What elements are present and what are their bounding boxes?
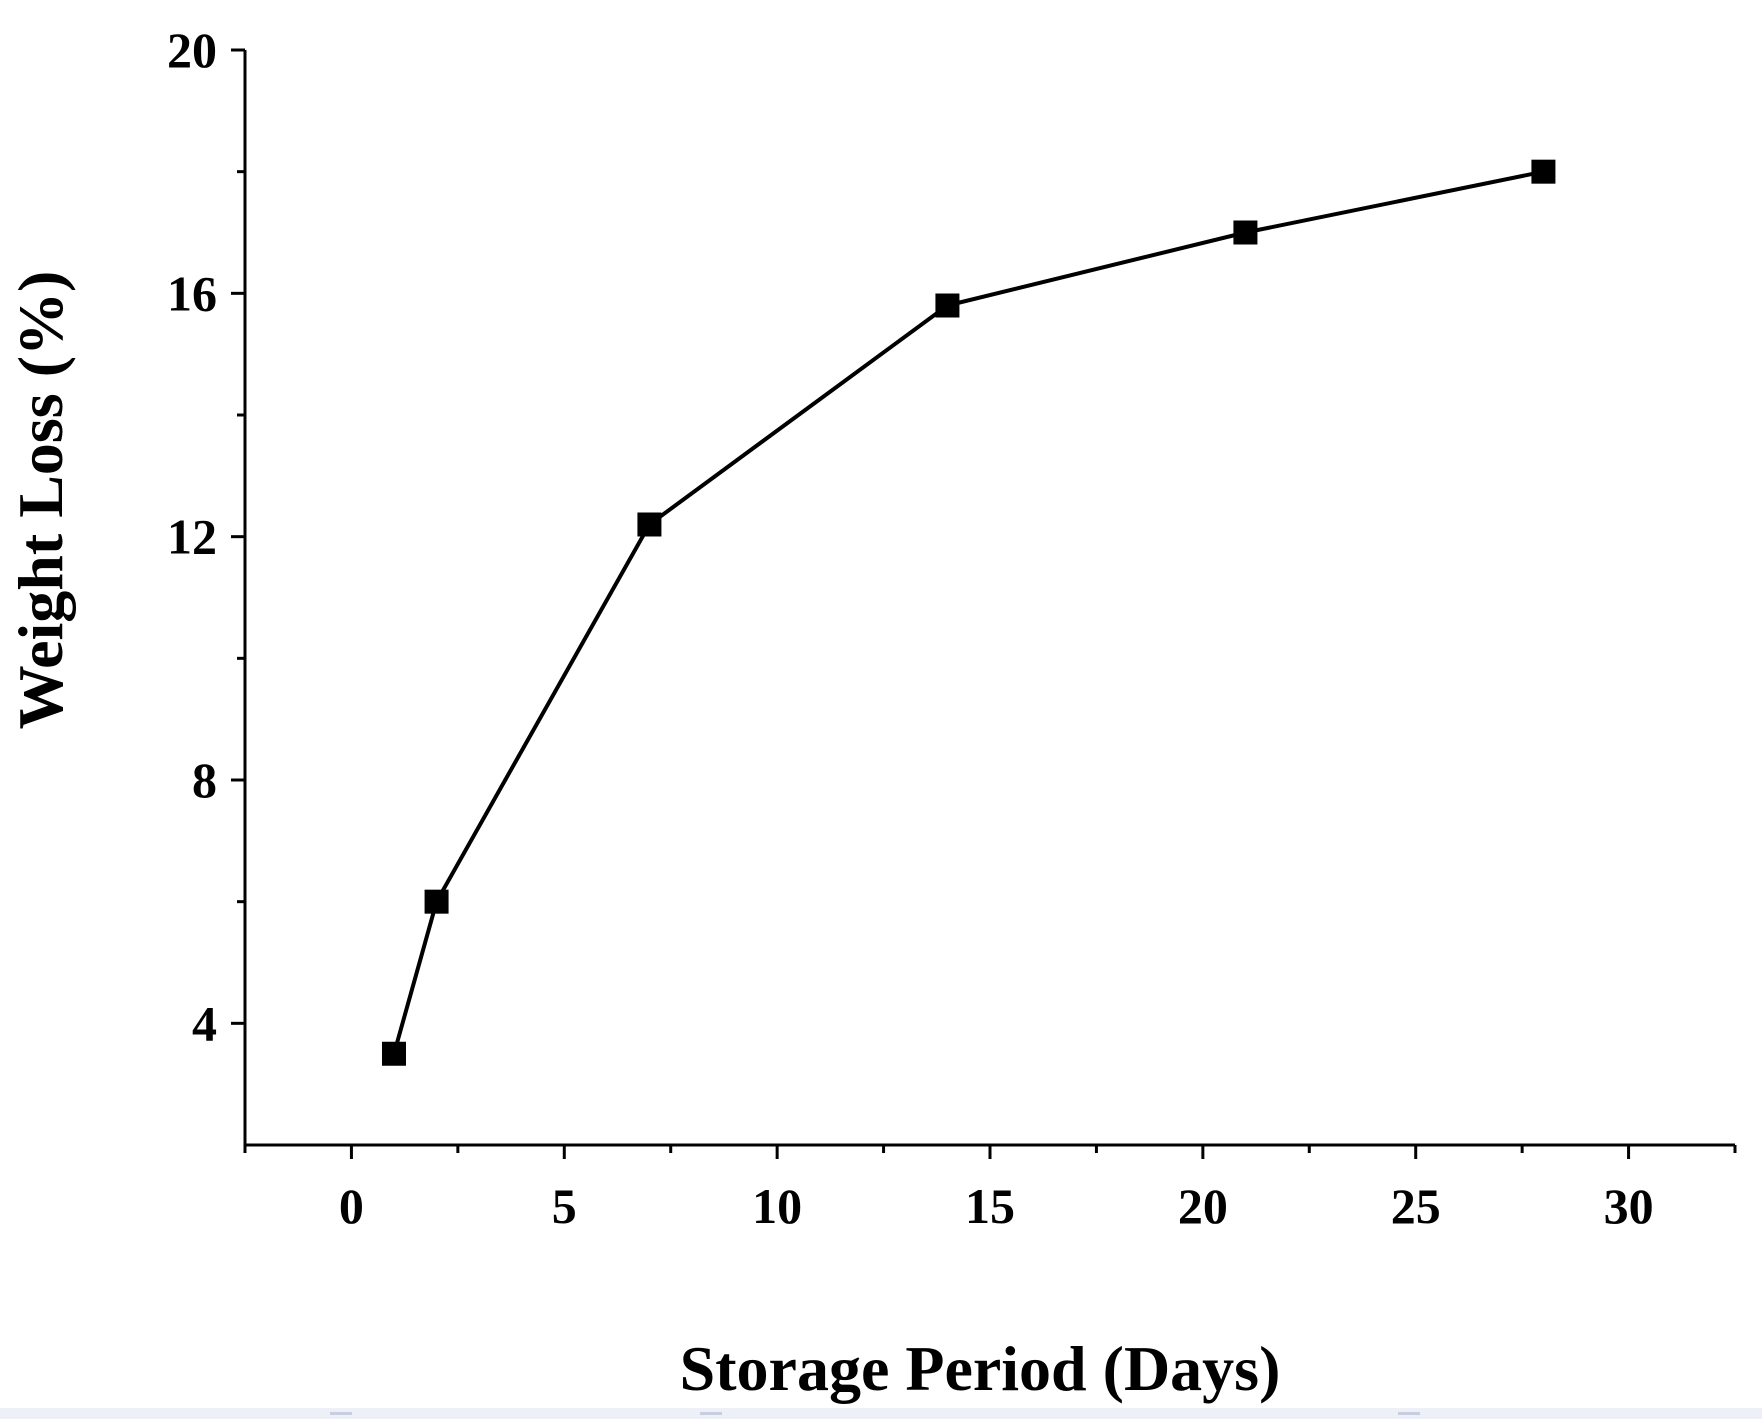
data-point-marker: [424, 889, 449, 914]
x-tick-label: 15: [965, 1178, 1015, 1234]
x-tick-label: 30: [1604, 1178, 1654, 1234]
data-point-marker: [382, 1041, 406, 1066]
data-point-marker: [637, 512, 662, 537]
series: [382, 159, 1556, 1066]
axes: [231, 48, 1737, 1159]
tick-labels: 4 8 12 16 20 0 5 10 15 20 25 30: [167, 22, 1654, 1234]
data-point-marker: [1531, 159, 1556, 184]
y-tick-label: 16: [167, 265, 217, 321]
y-tick-label: 8: [192, 752, 217, 808]
strip-mark: [1398, 1412, 1420, 1415]
x-tick-label: 25: [1391, 1178, 1441, 1234]
series-line: [392, 169, 1544, 1055]
x-tick-label: 5: [552, 1178, 577, 1234]
x-tick-label: 20: [1178, 1178, 1228, 1234]
x-tick-label: 0: [339, 1178, 364, 1234]
x-tick-label: 10: [752, 1178, 802, 1234]
x-axis-title: Storage Period (Days): [680, 1333, 1281, 1404]
strip-mark: [330, 1412, 352, 1415]
y-tick-label: 20: [167, 22, 217, 78]
y-tick-label: 12: [167, 509, 217, 565]
strip-mark: [700, 1412, 722, 1415]
bottom-strip: [0, 1408, 1762, 1419]
data-point-marker: [1233, 220, 1258, 245]
y-axis-title: Weight Loss (%): [5, 271, 76, 730]
data-point-marker: [935, 293, 960, 318]
y-tick-label: 4: [192, 995, 217, 1051]
